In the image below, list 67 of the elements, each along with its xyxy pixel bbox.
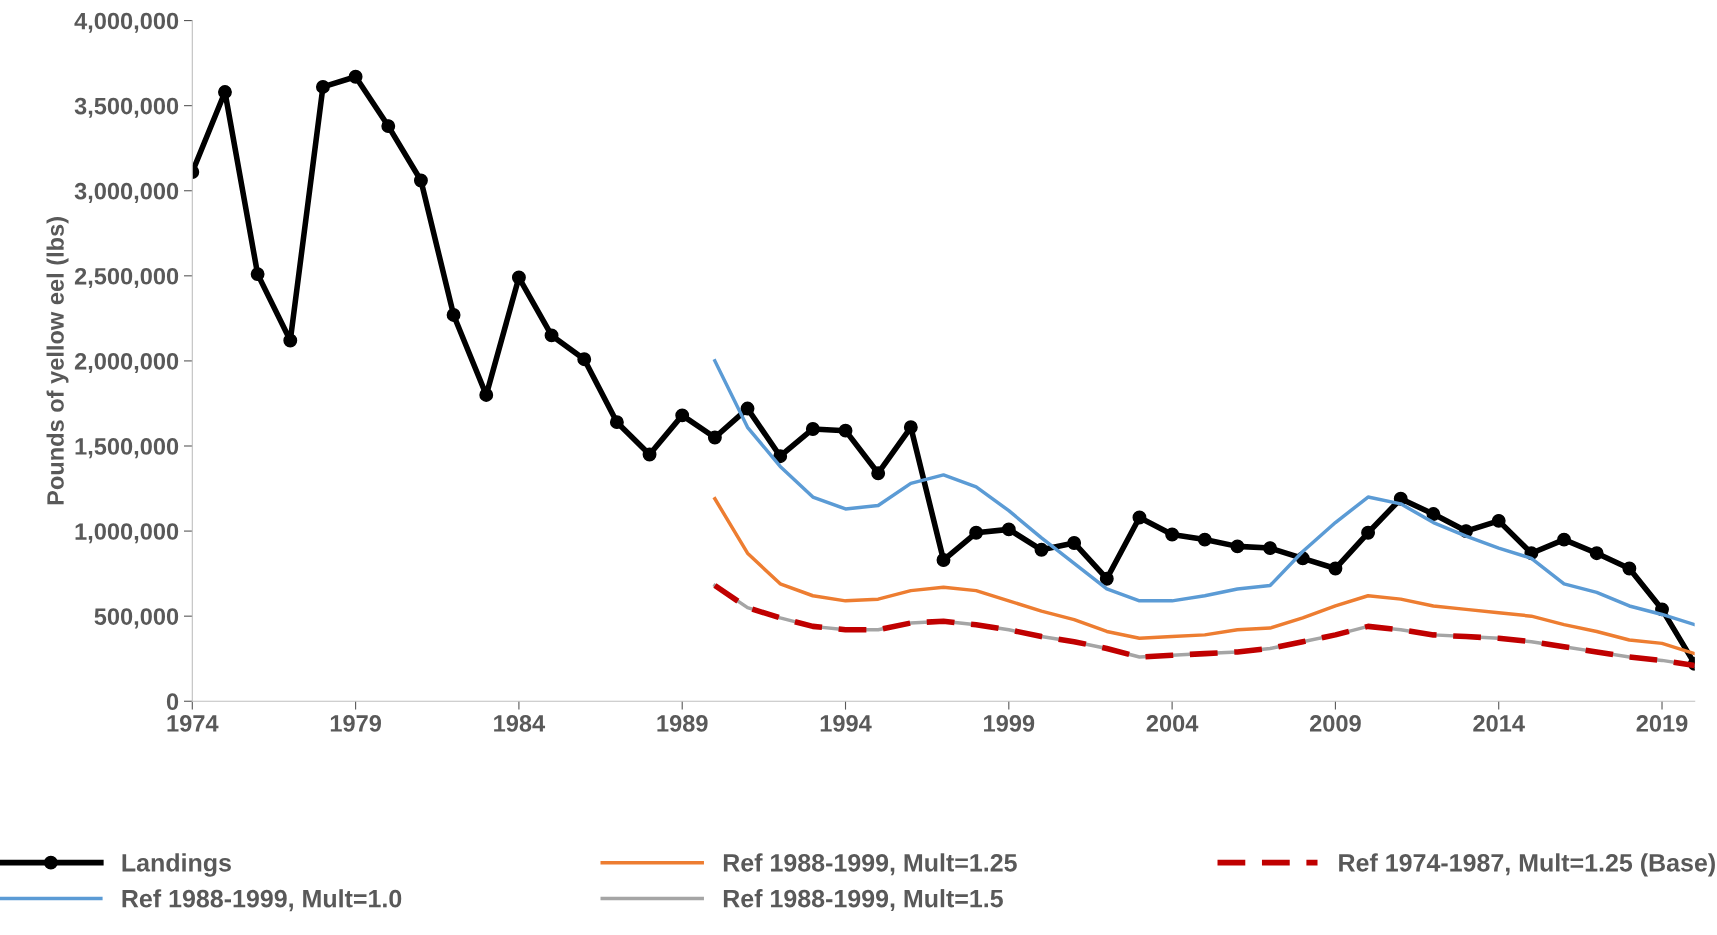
y-tick-label: 0 [166, 693, 179, 711]
point [283, 333, 298, 348]
y-tick-label: 2,000,000 [74, 352, 179, 374]
x-tick-label: 2014 [1473, 715, 1525, 732]
point [838, 423, 853, 438]
legend-label: Landings [122, 853, 231, 877]
y-axis-title: Pounds of yellow eel (lbs) [46, 217, 69, 505]
point [218, 85, 232, 99]
y-tick-label: 1,000,000 [75, 523, 179, 544]
point [511, 270, 526, 285]
point [1197, 532, 1212, 547]
point [707, 430, 722, 445]
point [577, 352, 592, 367]
point [1557, 532, 1571, 547]
point [1361, 525, 1376, 540]
point [740, 401, 755, 416]
point [805, 422, 820, 436]
point [1589, 546, 1604, 561]
point [871, 466, 886, 481]
point [1426, 507, 1441, 522]
x-tick-label: 1989 [657, 715, 708, 732]
point [381, 119, 396, 134]
point [642, 447, 657, 462]
y-tick-label: 4,000,000 [74, 12, 179, 33]
x-tick-label: 1979 [330, 715, 381, 732]
x-tick-label: 2009 [1309, 715, 1361, 732]
point [675, 408, 690, 423]
y-tick-label: 3,000,000 [74, 182, 179, 203]
legend-label: Ref 1974-1987, Mult=1.25 (Base) [1339, 853, 1715, 877]
legend-label: Ref 1988-1999, Mult=1.25 [723, 853, 1017, 876]
y-tick-label: 2,500,000 [74, 267, 179, 289]
y-tick-label: 3,500,000 [74, 97, 179, 118]
point [1622, 561, 1637, 576]
line-series [713, 359, 1695, 627]
x-tick-label: 1974 [167, 715, 219, 732]
point [936, 553, 951, 567]
point [413, 173, 428, 188]
point [316, 79, 330, 94]
x-tick-label: 1999 [984, 715, 1035, 732]
point [1001, 522, 1016, 537]
point [609, 415, 624, 430]
y-tick-label: 1,500,000 [75, 438, 179, 459]
legend-label: Ref 1988-1999, Mult=1.0 [122, 889, 402, 912]
point [1034, 542, 1049, 557]
point [1491, 513, 1506, 528]
x-tick-label: 1994 [820, 715, 872, 732]
line-series [713, 497, 1695, 656]
point [1132, 510, 1147, 525]
point [544, 328, 559, 343]
point [1067, 536, 1082, 550]
x-tick-label: 2004 [1146, 715, 1199, 732]
x-tick-label: 1984 [494, 715, 546, 732]
point [250, 267, 265, 282]
point [479, 387, 494, 402]
point [1099, 571, 1114, 586]
point [446, 308, 461, 322]
point [773, 449, 788, 464]
point [348, 69, 363, 84]
point [903, 420, 918, 435]
y-tick-label: 500,000 [94, 608, 179, 629]
point [1328, 561, 1343, 576]
point [1230, 539, 1245, 554]
x-tick-label: 2019 [1636, 715, 1688, 732]
legend-label: Ref 1988-1999, Mult=1.5 [723, 889, 1003, 912]
point [969, 525, 984, 540]
point [1165, 527, 1180, 542]
point [1263, 541, 1278, 556]
